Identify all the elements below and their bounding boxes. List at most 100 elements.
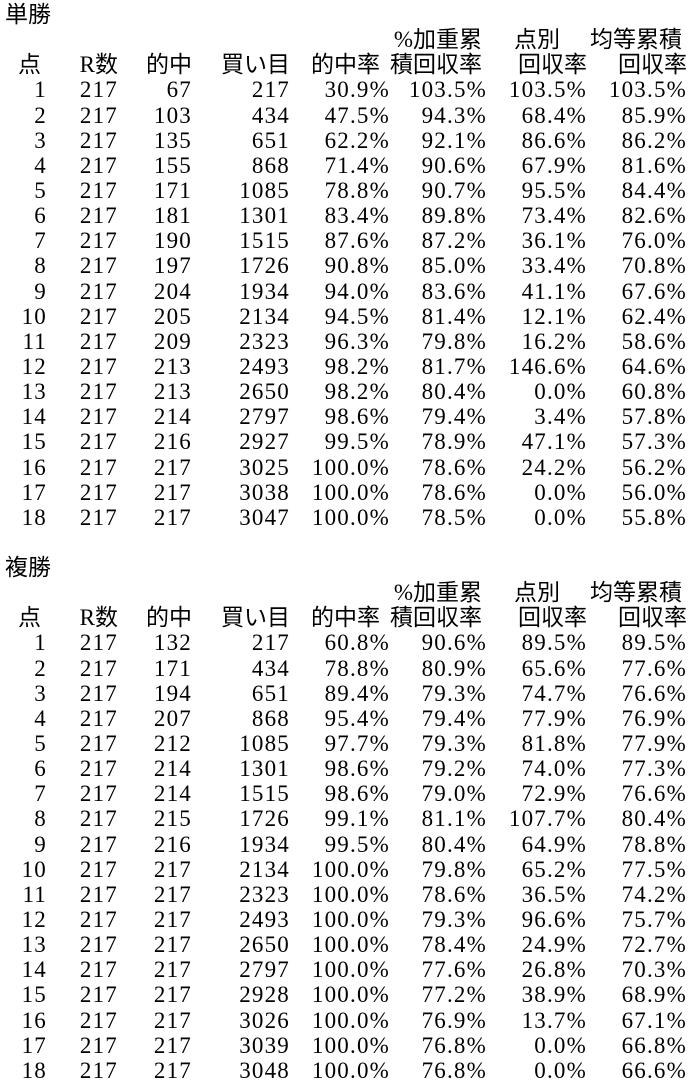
- cell: 0.0%: [534, 479, 587, 505]
- cell: 78.6%: [421, 479, 487, 505]
- cell: 217: [79, 806, 118, 832]
- cell: 217: [79, 705, 118, 731]
- cell: 217: [79, 957, 118, 983]
- cell: 204: [153, 278, 192, 304]
- cell: 77.9%: [621, 731, 687, 757]
- cell: 213: [153, 353, 192, 379]
- cell: 212: [153, 731, 192, 757]
- cell: 79.2%: [421, 756, 487, 782]
- cell: 217: [79, 630, 118, 656]
- cell: 205: [153, 303, 192, 329]
- cell: 217: [79, 429, 118, 455]
- table-row: 11 217 209 2323 96.3% 79.8% 16.2% 58.6%: [0, 329, 687, 354]
- win-bet-section: 単勝 %加重累 点別 均等累積点 R数 的中 買い目 的中率 積回収率 回収率 回収率 1 217 67…: [0, 2, 700, 530]
- cell: 36.1%: [521, 228, 587, 254]
- cell: 30.9%: [324, 77, 390, 103]
- cell: 100.0%: [311, 856, 390, 882]
- cell: 81.4%: [421, 303, 487, 329]
- table-row: 9 217 216 1934 99.5% 80.4% 64.9% 78.8%: [0, 832, 687, 857]
- column-header: 的中率: [311, 52, 380, 78]
- cell: 78.9%: [421, 429, 487, 455]
- cell: 217: [153, 454, 192, 480]
- section-gap: [0, 530, 700, 555]
- cell: 81.6%: [621, 152, 687, 178]
- cell: 1085: [239, 731, 290, 757]
- cell: 2134: [239, 856, 290, 882]
- cell: 217: [251, 630, 290, 656]
- cell: 75.7%: [621, 907, 687, 933]
- cell: 6: [34, 203, 47, 229]
- column-header: 積回収率: [390, 52, 482, 78]
- cell: 72.7%: [621, 932, 687, 958]
- cell: 100.0%: [311, 982, 390, 1008]
- cell: 217: [153, 982, 192, 1008]
- cell: 89.4%: [324, 680, 390, 706]
- cell: 8: [34, 806, 47, 832]
- cell: 1726: [239, 253, 290, 279]
- cell: 24.2%: [521, 454, 587, 480]
- cell: 83.4%: [324, 203, 390, 229]
- cell: 77.2%: [421, 982, 487, 1008]
- cell: 2650: [239, 379, 290, 405]
- cell: 68.9%: [621, 982, 687, 1008]
- column-header: [118, 580, 192, 605]
- cell: 80.4%: [421, 379, 487, 405]
- cell: 3: [34, 680, 47, 706]
- column-header: [0, 27, 47, 52]
- cell: 194: [153, 680, 192, 706]
- cell: 78.8%: [621, 831, 687, 857]
- cell: 868: [251, 705, 290, 731]
- cell: 217: [79, 127, 118, 153]
- cell: 217: [79, 278, 118, 304]
- cell: 94.0%: [324, 278, 390, 304]
- column-header: 均等累積: [590, 27, 682, 53]
- cell: 24.9%: [521, 932, 587, 958]
- cell: 85.9%: [621, 102, 687, 128]
- cell: 90.6%: [421, 630, 487, 656]
- cell: 3026: [239, 1007, 290, 1033]
- cell: 67.6%: [621, 278, 687, 304]
- cell: 99.5%: [324, 429, 390, 455]
- column-header: 回収率: [618, 52, 687, 78]
- cell: 62.4%: [621, 303, 687, 329]
- cell: 9: [34, 278, 47, 304]
- cell: 3039: [239, 1032, 290, 1058]
- cell: 207: [153, 705, 192, 731]
- cell: 72.9%: [521, 781, 587, 807]
- cell: 100.0%: [311, 957, 390, 983]
- cell: 217: [79, 756, 118, 782]
- cell: 217: [153, 856, 192, 882]
- cell: 74.7%: [521, 680, 587, 706]
- cell: 1934: [239, 278, 290, 304]
- table-row: 7 217 190 1515 87.6% 87.2% 36.1% 76.0%: [0, 228, 687, 253]
- cell: 33.4%: [521, 253, 587, 279]
- cell: 7: [34, 781, 47, 807]
- cell: 16.2%: [521, 328, 587, 354]
- cell: 84.4%: [621, 177, 687, 203]
- cell: 64.9%: [521, 831, 587, 857]
- cell: 1726: [239, 806, 290, 832]
- cell: 2928: [239, 982, 290, 1008]
- table-row: 18 217 217 3048 100.0% 76.8% 0.0% 66.6%: [0, 1058, 687, 1083]
- cell: 68.4%: [521, 102, 587, 128]
- cell: 11: [22, 881, 47, 907]
- table-title-win: 単勝: [5, 2, 51, 27]
- table-row: 6 217 214 1301 98.6% 79.2% 74.0% 77.3%: [0, 756, 687, 781]
- cell: 100.0%: [311, 881, 390, 907]
- table-row: 12 217 213 2493 98.2% 81.7% 146.6% 64.6%: [0, 354, 687, 379]
- cell: 11: [22, 328, 47, 354]
- table-row: 15 217 217 2928 100.0% 77.2% 38.9% 68.9%: [0, 982, 687, 1007]
- table-row: 12 217 217 2493 100.0% 79.3% 96.6% 75.7%: [0, 907, 687, 932]
- cell: 14: [21, 957, 47, 983]
- cell: 0.0%: [534, 379, 587, 405]
- column-header: 買い目: [221, 605, 290, 631]
- cell: 90.6%: [421, 152, 487, 178]
- cell: 4: [34, 152, 47, 178]
- cell: 74.0%: [521, 756, 587, 782]
- column-header: 回収率: [618, 605, 687, 631]
- cell: 76.8%: [421, 1057, 487, 1083]
- cell: 64.6%: [621, 353, 687, 379]
- table-row: 13 217 213 2650 98.2% 80.4% 0.0% 60.8%: [0, 379, 687, 404]
- cell: 217: [79, 177, 118, 203]
- cell: 67: [166, 77, 192, 103]
